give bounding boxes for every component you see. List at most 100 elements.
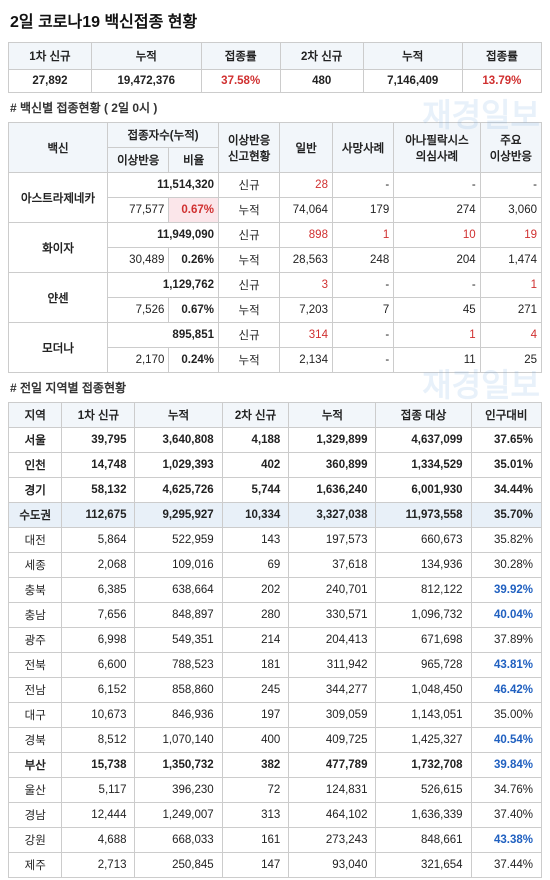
new-death: - [332, 273, 393, 298]
cum-major: 1,474 [480, 248, 541, 273]
region-e: 321,654 [376, 853, 471, 878]
region-f: 43.81% [471, 653, 541, 678]
first-rate: 37.58% [201, 70, 280, 93]
vaccine-name: 모더나 [9, 323, 108, 373]
region-e: 6,001,930 [376, 478, 471, 503]
region-name: 서울 [9, 428, 62, 453]
region-c: 147 [222, 853, 289, 878]
region-f: 34.76% [471, 778, 541, 803]
region-f: 39.84% [471, 753, 541, 778]
new-major: 4 [480, 323, 541, 348]
region-c: 10,334 [222, 503, 289, 528]
region-name: 제주 [9, 853, 62, 878]
region-a: 14,748 [62, 453, 135, 478]
region-name: 대전 [9, 528, 62, 553]
region-name: 전북 [9, 653, 62, 678]
region-b: 3,640,808 [135, 428, 222, 453]
region-d: 360,899 [289, 453, 376, 478]
region-b: 1,029,393 [135, 453, 222, 478]
new-death: 1 [332, 223, 393, 248]
region-b: 858,860 [135, 678, 222, 703]
cum-major: 25 [480, 348, 541, 373]
label-new: 신규 [219, 273, 280, 298]
region-c: 382 [222, 753, 289, 778]
region-section-label: # 전일 지역별 접종현황 [0, 375, 550, 400]
region-e: 4,637,099 [376, 428, 471, 453]
region-c: 69 [222, 553, 289, 578]
region-f: 37.89% [471, 628, 541, 653]
cum-major: 3,060 [480, 198, 541, 223]
region-a: 6,998 [62, 628, 135, 653]
region-a: 6,600 [62, 653, 135, 678]
new-gen: 314 [280, 323, 333, 348]
region-d: 1,329,899 [289, 428, 376, 453]
region-f: 35.01% [471, 453, 541, 478]
region-b: 250,845 [135, 853, 222, 878]
label-cum: 누적 [219, 198, 280, 223]
region-c: 181 [222, 653, 289, 678]
cum-gen: 7,203 [280, 298, 333, 323]
vh-sub1: 이상반응 [108, 148, 169, 173]
region-f: 46.42% [471, 678, 541, 703]
vh-sub2: 비율 [169, 148, 219, 173]
region-name: 수도권 [9, 503, 62, 528]
region-d: 124,831 [289, 778, 376, 803]
new-death: - [332, 323, 393, 348]
vaccine-rate: 0.26% [169, 248, 219, 273]
vaccine-name: 얀센 [9, 273, 108, 323]
cum-anaph: 11 [394, 348, 480, 373]
th-first-cum: 누적 [91, 43, 201, 70]
region-e: 671,698 [376, 628, 471, 653]
region-header: 누적 [289, 403, 376, 428]
region-c: 5,744 [222, 478, 289, 503]
second-rate: 13.79% [462, 70, 541, 93]
region-f: 40.04% [471, 603, 541, 628]
region-e: 526,615 [376, 778, 471, 803]
region-name: 부산 [9, 753, 62, 778]
vaccine-name: 아스트라제네카 [9, 173, 108, 223]
region-name: 광주 [9, 628, 62, 653]
region-e: 1,732,708 [376, 753, 471, 778]
region-name: 충남 [9, 603, 62, 628]
region-c: 402 [222, 453, 289, 478]
region-d: 273,243 [289, 828, 376, 853]
region-header: 인구대비 [471, 403, 541, 428]
new-major: 1 [480, 273, 541, 298]
vaccine-cum: 895,851 [108, 323, 219, 348]
vaccine-cum: 11,514,320 [108, 173, 219, 198]
region-name: 전남 [9, 678, 62, 703]
region-name: 울산 [9, 778, 62, 803]
region-b: 4,625,726 [135, 478, 222, 503]
region-a: 12,444 [62, 803, 135, 828]
region-d: 344,277 [289, 678, 376, 703]
page-title: 2일 코로나19 백신접종 현황 [0, 0, 550, 40]
vaccine-adv: 2,170 [108, 348, 169, 373]
region-e: 812,122 [376, 578, 471, 603]
new-gen: 28 [280, 173, 333, 198]
region-a: 5,117 [62, 778, 135, 803]
region-c: 245 [222, 678, 289, 703]
vaccine-table: 백신 접종자수(누적) 이상반응 신고현황 일반 사망사례 아나필락시스 의심사… [8, 122, 542, 373]
region-name: 강원 [9, 828, 62, 853]
first-new: 27,892 [9, 70, 92, 93]
vaccine-cum: 11,949,090 [108, 223, 219, 248]
region-c: 197 [222, 703, 289, 728]
th-second-rate: 접종률 [462, 43, 541, 70]
cum-death: 248 [332, 248, 393, 273]
region-d: 240,701 [289, 578, 376, 603]
region-d: 37,618 [289, 553, 376, 578]
region-header: 2차 신규 [222, 403, 289, 428]
region-b: 1,249,007 [135, 803, 222, 828]
th-second-new: 2차 신규 [280, 43, 363, 70]
new-major: 19 [480, 223, 541, 248]
region-a: 6,385 [62, 578, 135, 603]
region-e: 1,636,339 [376, 803, 471, 828]
second-new: 480 [280, 70, 363, 93]
region-d: 464,102 [289, 803, 376, 828]
region-f: 40.54% [471, 728, 541, 753]
label-new: 신규 [219, 173, 280, 198]
th-second-cum: 누적 [363, 43, 462, 70]
cum-anaph: 274 [394, 198, 480, 223]
region-a: 2,068 [62, 553, 135, 578]
region-table: 지역1차 신규누적2차 신규누적접종 대상인구대비 서울39,7953,640,… [8, 402, 542, 878]
